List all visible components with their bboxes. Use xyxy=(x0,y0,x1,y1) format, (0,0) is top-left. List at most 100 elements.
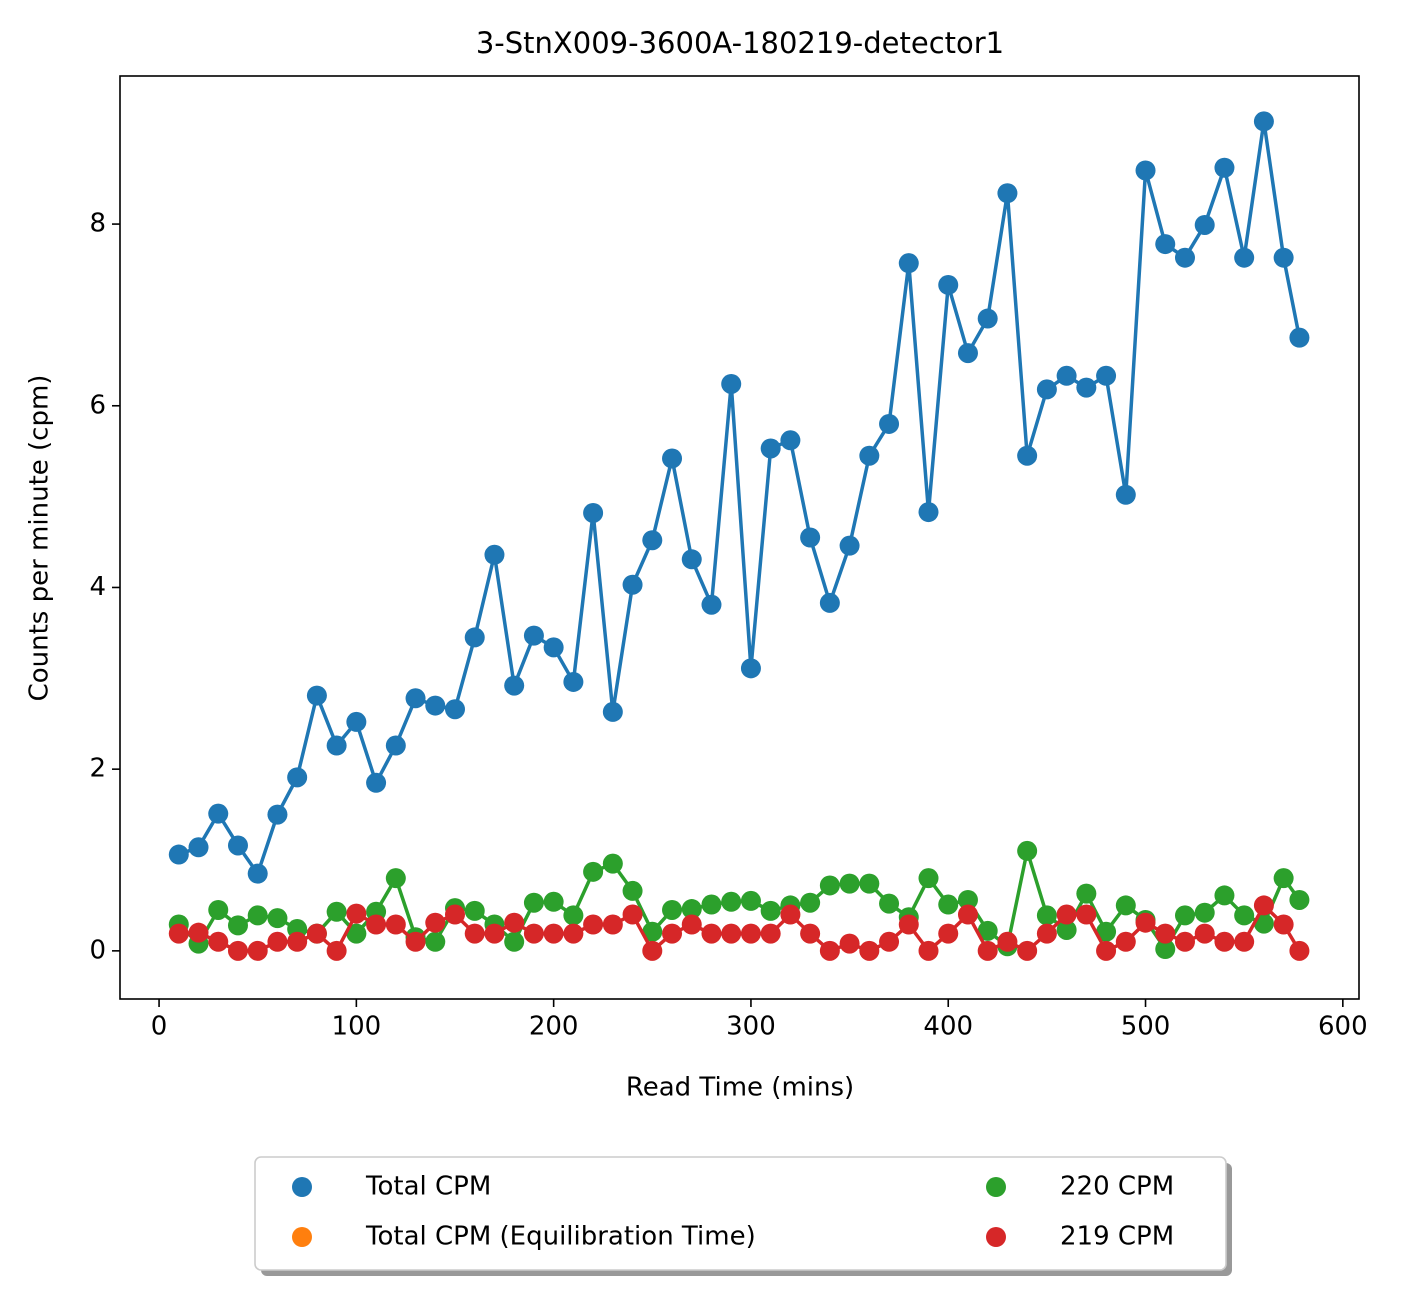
legend-label: 220 CPM xyxy=(1060,1172,1174,1202)
series-marker xyxy=(1076,883,1097,904)
series-marker xyxy=(760,438,781,459)
series-marker xyxy=(1253,913,1274,934)
series-marker xyxy=(1174,931,1195,952)
series-marker xyxy=(760,900,781,921)
series-marker xyxy=(464,627,485,648)
x-axis-label: Read Time (mins) xyxy=(626,1073,854,1103)
series-line xyxy=(178,121,1302,878)
series-marker xyxy=(583,502,604,523)
y-tick-label: 2 xyxy=(89,754,106,784)
series-marker xyxy=(227,835,248,856)
series-marker xyxy=(879,893,900,914)
series-marker xyxy=(918,940,939,961)
y-tick-label: 4 xyxy=(89,572,106,602)
series-marker xyxy=(819,592,840,613)
series-marker xyxy=(938,274,959,295)
series-marker xyxy=(543,923,564,944)
series-marker xyxy=(1273,868,1294,889)
series-marker xyxy=(1115,895,1136,916)
series-marker xyxy=(168,923,189,944)
series-marker xyxy=(1017,840,1038,861)
series-marker xyxy=(1036,379,1057,400)
series-marker xyxy=(267,804,288,825)
series-marker xyxy=(898,253,919,274)
series-marker xyxy=(1036,905,1057,926)
series-marker xyxy=(602,853,623,874)
series-marker xyxy=(1115,931,1136,952)
legend-marker xyxy=(986,1227,1006,1247)
series-marker xyxy=(662,899,683,920)
series-marker xyxy=(445,699,466,720)
series-marker xyxy=(1234,905,1255,926)
series-marker xyxy=(681,914,702,935)
series-marker xyxy=(287,931,308,952)
series-marker xyxy=(267,931,288,952)
series-marker xyxy=(1096,921,1117,942)
series-marker xyxy=(819,875,840,896)
series-marker xyxy=(879,931,900,952)
series-marker xyxy=(543,637,564,658)
series-marker xyxy=(642,530,663,551)
series-marker xyxy=(1115,484,1136,505)
series-marker xyxy=(247,940,268,961)
series-marker xyxy=(957,904,978,925)
series-marker xyxy=(681,899,702,920)
series-marker xyxy=(405,688,426,709)
legend-marker xyxy=(986,1177,1006,1197)
series-marker xyxy=(1234,931,1255,952)
series-marker xyxy=(800,527,821,548)
series-marker xyxy=(997,931,1018,952)
series-marker xyxy=(1017,445,1038,466)
series-marker xyxy=(247,905,268,926)
x-tick-label: 100 xyxy=(332,1012,382,1042)
series-marker xyxy=(819,940,840,961)
series-marker xyxy=(662,448,683,469)
series-marker xyxy=(602,701,623,722)
series-marker xyxy=(859,873,880,894)
series-marker xyxy=(346,923,367,944)
series-marker xyxy=(464,900,485,921)
legend-label: 219 CPM xyxy=(1060,1222,1174,1252)
series-marker xyxy=(839,873,860,894)
series-marker xyxy=(1253,111,1274,132)
x-tick-label: 400 xyxy=(923,1012,973,1042)
series-marker xyxy=(1096,940,1117,961)
series-marker xyxy=(583,861,604,882)
series-marker xyxy=(543,891,564,912)
series-marker xyxy=(1194,923,1215,944)
y-tick-label: 6 xyxy=(89,390,106,420)
x-tick-label: 500 xyxy=(1121,1012,1171,1042)
series-marker xyxy=(780,430,801,451)
series-marker xyxy=(1194,902,1215,923)
series-marker xyxy=(1289,327,1310,348)
series-marker xyxy=(227,940,248,961)
series-marker xyxy=(1155,234,1176,255)
series-marker xyxy=(504,912,525,933)
series-marker xyxy=(523,625,544,646)
series-marker xyxy=(957,343,978,364)
series-marker xyxy=(800,892,821,913)
series-marker xyxy=(701,594,722,615)
series-marker xyxy=(1194,214,1215,235)
series-marker xyxy=(425,695,446,716)
series-marker xyxy=(346,711,367,732)
series-marker xyxy=(385,914,406,935)
series-marker xyxy=(898,914,919,935)
series-marker xyxy=(366,772,387,793)
series-marker xyxy=(1036,923,1057,944)
legend-label: Total CPM xyxy=(365,1172,491,1202)
series-marker xyxy=(1155,923,1176,944)
series-marker xyxy=(425,912,446,933)
series-marker xyxy=(188,922,209,943)
series-marker xyxy=(918,502,939,523)
series-marker xyxy=(326,940,347,961)
series-marker xyxy=(1056,365,1077,386)
series-marker xyxy=(563,905,584,926)
chart-title: 3-StnX009-3600A-180219-detector1 xyxy=(476,26,1004,60)
series-marker xyxy=(168,844,189,865)
legend-box xyxy=(254,1156,1227,1271)
series-marker xyxy=(1289,889,1310,910)
x-tick-label: 0 xyxy=(151,1012,168,1042)
series-marker xyxy=(1017,940,1038,961)
